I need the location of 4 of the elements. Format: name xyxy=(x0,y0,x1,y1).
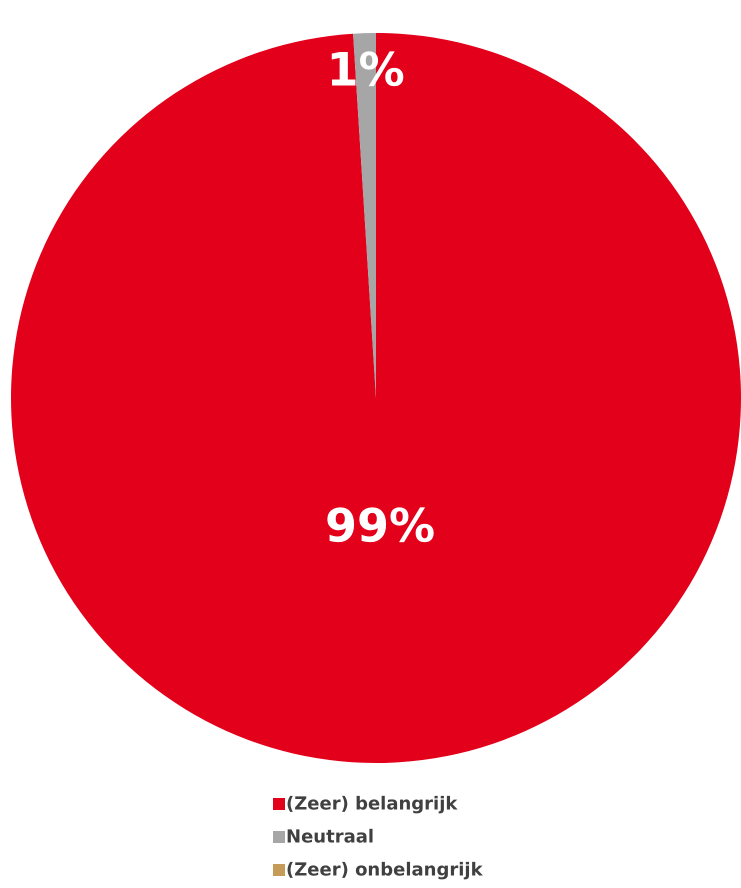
data-label: 99% xyxy=(324,498,436,553)
legend-label: Neutraal xyxy=(286,826,374,848)
legend-label: (Zeer) onbelangrijk xyxy=(286,860,484,880)
legend-label: (Zeer) belangrijk xyxy=(286,794,458,814)
